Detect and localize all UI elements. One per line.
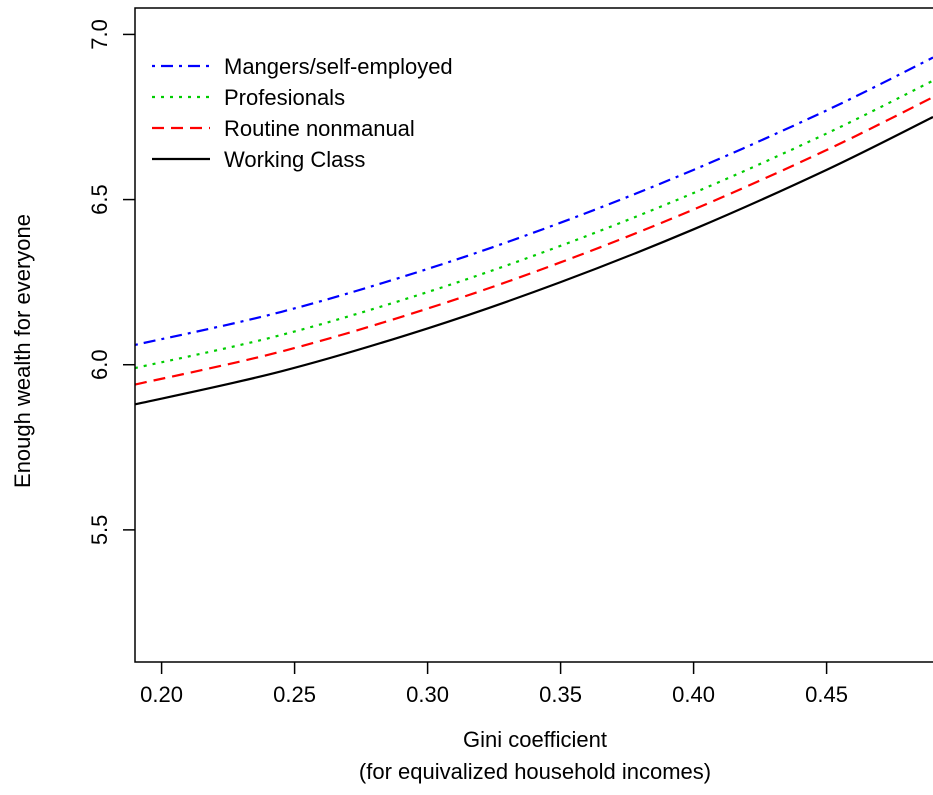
legend: Mangers/self-employed Profesionals Routine… xyxy=(152,54,453,172)
series-line xyxy=(134,79,933,370)
y-axis-title: Enough wealth for everyone xyxy=(10,214,35,488)
x-tick-label: 0.30 xyxy=(406,682,449,707)
y-tick-label: 7.0 xyxy=(87,19,112,50)
y-tick-label: 6.0 xyxy=(87,349,112,380)
y-tick-label: 6.5 xyxy=(87,184,112,215)
series-line xyxy=(134,96,933,386)
legend-label: Mangers/self-employed xyxy=(224,54,453,79)
x-tick-label: 0.25 xyxy=(273,682,316,707)
legend-label: Routine nonmanual xyxy=(224,116,415,141)
series-line xyxy=(134,116,933,406)
x-axis-subtitle: (for equivalized household incomes) xyxy=(359,759,711,784)
x-tick-label: 0.45 xyxy=(805,682,848,707)
plot-border xyxy=(134,7,933,663)
legend-label: Working Class xyxy=(224,147,365,172)
plot-frame xyxy=(134,7,933,663)
legend-label: Profesionals xyxy=(224,85,345,110)
plot-lines xyxy=(134,56,933,406)
x-tick-label: 0.40 xyxy=(672,682,715,707)
x-axis: 0.20 0.25 0.30 0.35 0.40 0.45 xyxy=(140,662,848,707)
x-tick-label: 0.35 xyxy=(539,682,582,707)
y-tick-label: 5.5 xyxy=(87,515,112,546)
x-axis-title: Gini coefficient xyxy=(463,727,607,752)
x-tick-label: 0.20 xyxy=(140,682,183,707)
y-axis: 5.5 6.0 6.5 7.0 xyxy=(87,19,135,545)
series-line xyxy=(134,56,933,346)
